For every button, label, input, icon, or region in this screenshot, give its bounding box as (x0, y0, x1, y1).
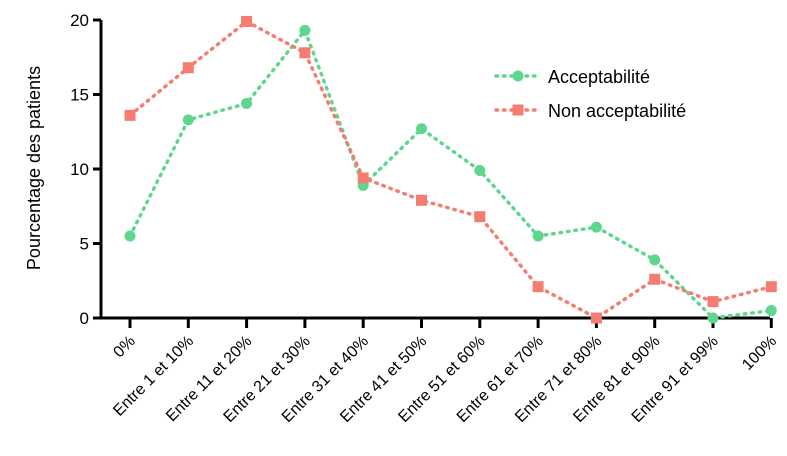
series-line (128, 26, 774, 320)
y-tick-label: 15 (70, 86, 89, 105)
legend-item: Non acceptabilité (494, 101, 686, 121)
series-1 (124, 24, 777, 324)
y-tick-label: 10 (70, 160, 89, 179)
data-point (474, 211, 486, 223)
y-axis-title: Pourcentage des patients (24, 66, 44, 270)
data-point (765, 305, 777, 317)
legend-item: Acceptabilité (494, 67, 650, 87)
data-point (299, 24, 311, 36)
y-tick-label: 20 (70, 11, 89, 30)
x-tick-label: 0% (110, 333, 138, 361)
data-point (649, 254, 661, 266)
data-point (649, 273, 661, 285)
series-2 (124, 15, 777, 324)
data-point (124, 109, 136, 121)
legend-marker (512, 70, 524, 82)
data-point (707, 312, 719, 324)
series-layer (124, 15, 777, 324)
data-point (707, 296, 719, 308)
y-tick-label: 0 (80, 309, 89, 328)
x-tick-label: 100% (739, 333, 780, 374)
data-point (241, 97, 253, 109)
data-point (124, 230, 136, 242)
data-point (357, 172, 369, 184)
data-point (474, 164, 486, 176)
series-line (128, 19, 774, 321)
legend-marker (512, 104, 524, 116)
legend-label: Non acceptabilité (548, 101, 686, 121)
data-point (241, 15, 253, 27)
data-point (182, 62, 194, 74)
data-point (182, 114, 194, 126)
data-point (416, 123, 427, 135)
data-point (299, 47, 311, 59)
data-point (532, 281, 544, 293)
legend: Acceptabilité Non acceptabilité (494, 67, 686, 121)
legend-label: Acceptabilité (548, 67, 650, 87)
y-tick-label: 5 (80, 235, 89, 254)
data-point (590, 312, 602, 324)
data-point (590, 221, 602, 233)
data-point (416, 194, 427, 206)
data-point (765, 281, 777, 293)
data-point (532, 230, 544, 242)
